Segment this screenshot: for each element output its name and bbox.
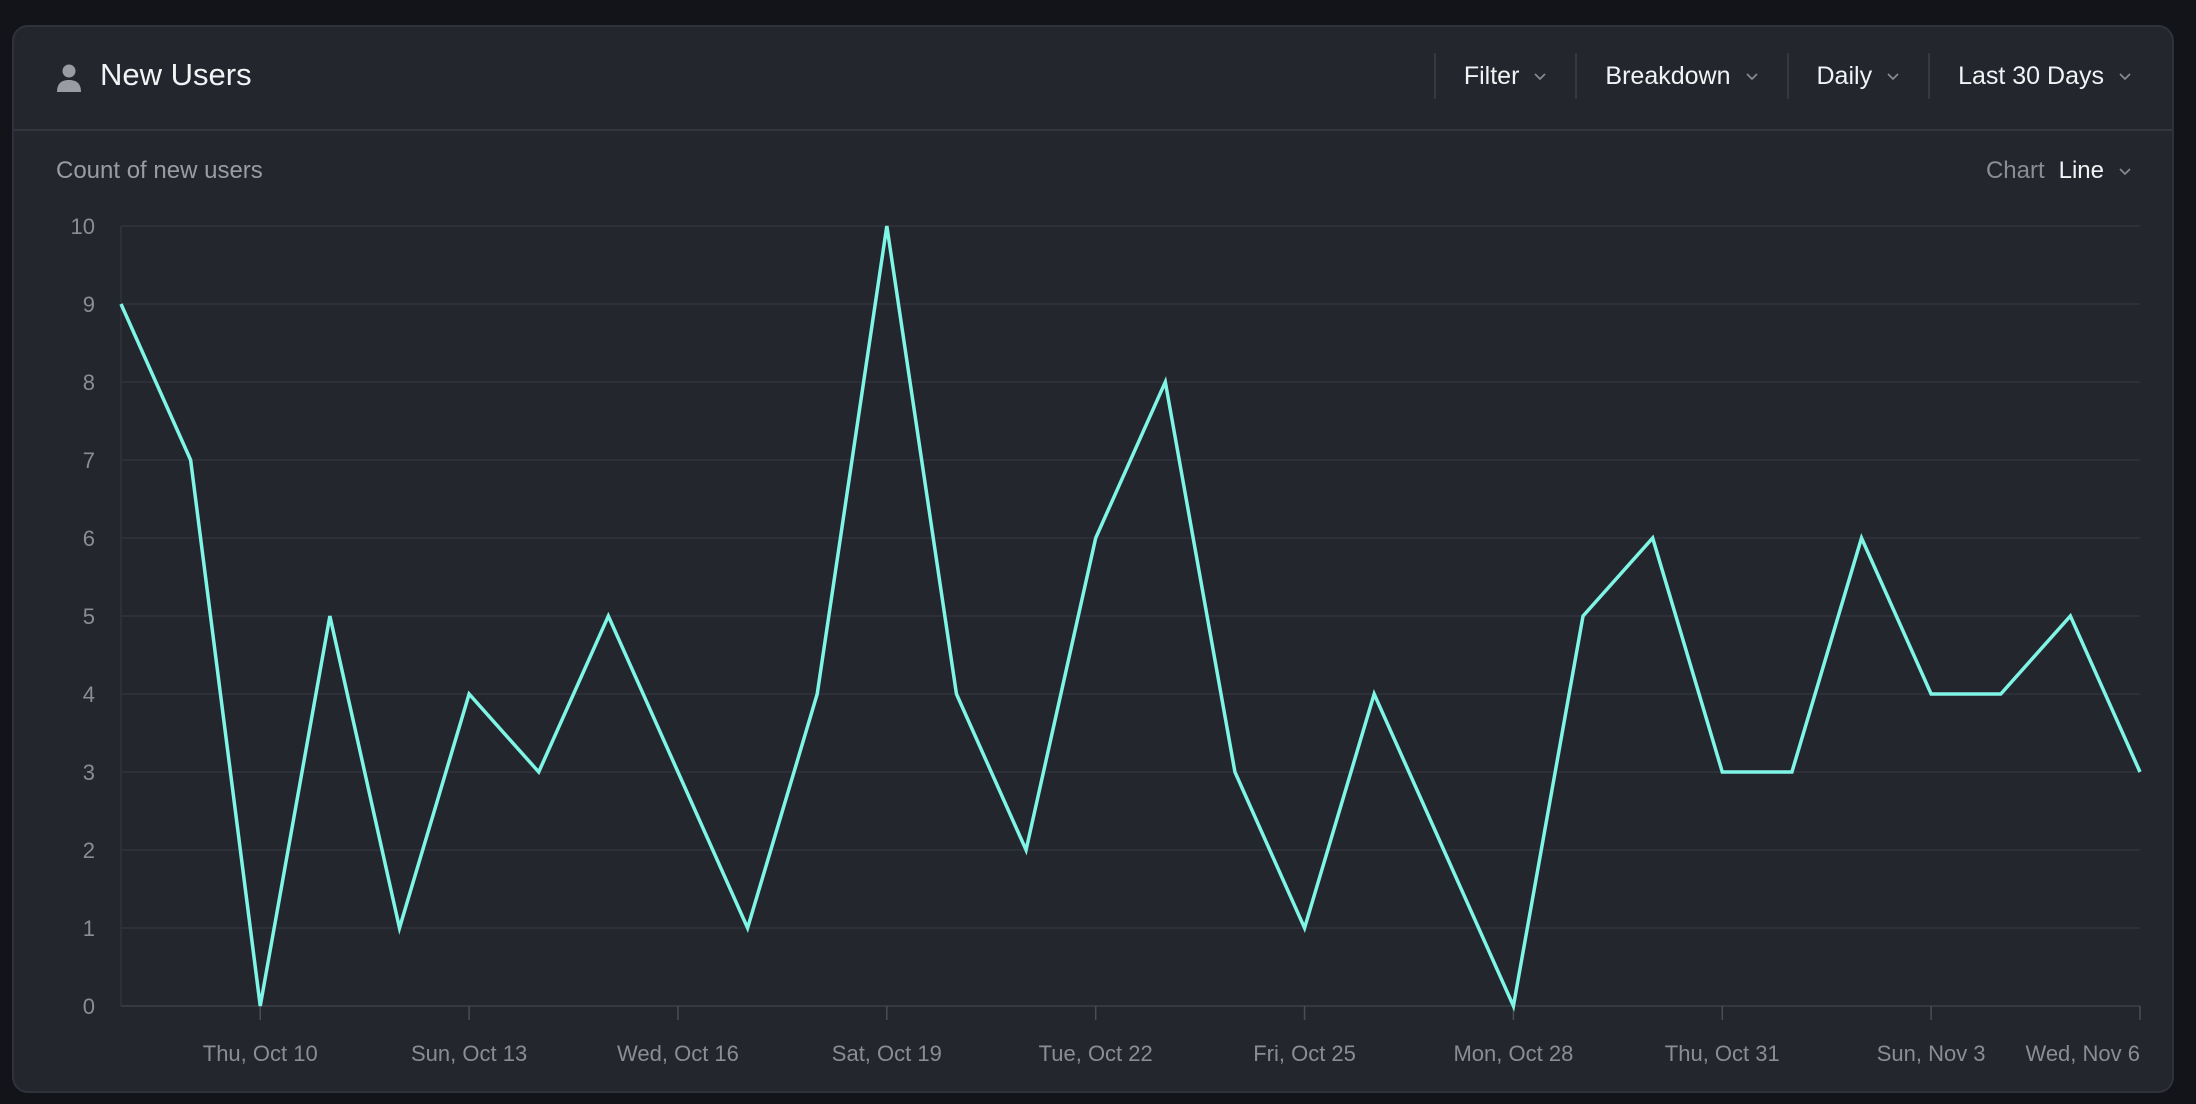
breakdown-dropdown[interactable]: Breakdown bbox=[1575, 53, 1786, 99]
header-controls: Filter Breakdown Daily Last 30 Days bbox=[1433, 53, 2146, 99]
filter-label: Filter bbox=[1463, 61, 1520, 90]
interval-label: Daily bbox=[1816, 61, 1873, 90]
x-tick-label: Wed, Nov 6 bbox=[2025, 1041, 2140, 1066]
chevron-down-icon bbox=[1534, 73, 1546, 81]
y-tick-label: 6 bbox=[83, 526, 95, 551]
card-title: New Users bbox=[100, 57, 252, 92]
y-tick-label: 5 bbox=[83, 604, 95, 629]
date-range-label: Last 30 Days bbox=[1958, 61, 2104, 90]
y-tick-label: 7 bbox=[83, 448, 95, 473]
x-tick-label: Wed, Oct 16 bbox=[617, 1041, 739, 1066]
x-tick-label: Thu, Oct 10 bbox=[203, 1041, 318, 1066]
breakdown-label: Breakdown bbox=[1605, 61, 1731, 90]
date-range-dropdown[interactable]: Last 30 Days bbox=[1928, 53, 2146, 99]
y-tick-label: 9 bbox=[83, 292, 95, 317]
y-tick-label: 0 bbox=[83, 994, 95, 1019]
x-tick-label: Fri, Oct 25 bbox=[1253, 1041, 1356, 1066]
chart-type-selector[interactable]: Chart Line bbox=[1986, 157, 2132, 185]
filter-dropdown[interactable]: Filter bbox=[1433, 53, 1576, 99]
x-tick-label: Mon, Oct 28 bbox=[1453, 1041, 1573, 1066]
interval-dropdown[interactable]: Daily bbox=[1786, 53, 1929, 99]
x-tick-label: Sat, Oct 19 bbox=[832, 1041, 942, 1066]
metric-label: Count of new users bbox=[56, 157, 263, 184]
y-tick-label: 4 bbox=[83, 682, 95, 707]
chevron-down-icon bbox=[2119, 168, 2131, 176]
y-tick-label: 2 bbox=[83, 838, 95, 863]
card-header: New Users Filter Breakdown Daily Last 30… bbox=[14, 27, 2172, 131]
chevron-down-icon bbox=[1745, 73, 1758, 81]
y-tick-label: 1 bbox=[83, 916, 95, 941]
y-tick-label: 3 bbox=[83, 760, 95, 785]
x-tick-label: Thu, Oct 31 bbox=[1665, 1041, 1780, 1066]
y-tick-label: 8 bbox=[83, 370, 95, 395]
chevron-down-icon bbox=[1887, 73, 1899, 81]
chart-type-value[interactable]: Line bbox=[2058, 157, 2104, 184]
x-tick-label: Tue, Oct 22 bbox=[1039, 1041, 1153, 1066]
chart-type-label: Chart bbox=[1985, 157, 2045, 184]
x-tick-label: Sun, Nov 3 bbox=[1877, 1041, 1986, 1066]
chevron-down-icon bbox=[2119, 73, 2131, 81]
series-line-new-users bbox=[119, 225, 2142, 1012]
new-users-card: New Users Filter Breakdown Daily Last 30… bbox=[12, 25, 2174, 1093]
user-icon bbox=[57, 64, 81, 92]
x-tick-label: Sun, Oct 13 bbox=[411, 1041, 527, 1066]
y-tick-label: 10 bbox=[71, 214, 95, 239]
